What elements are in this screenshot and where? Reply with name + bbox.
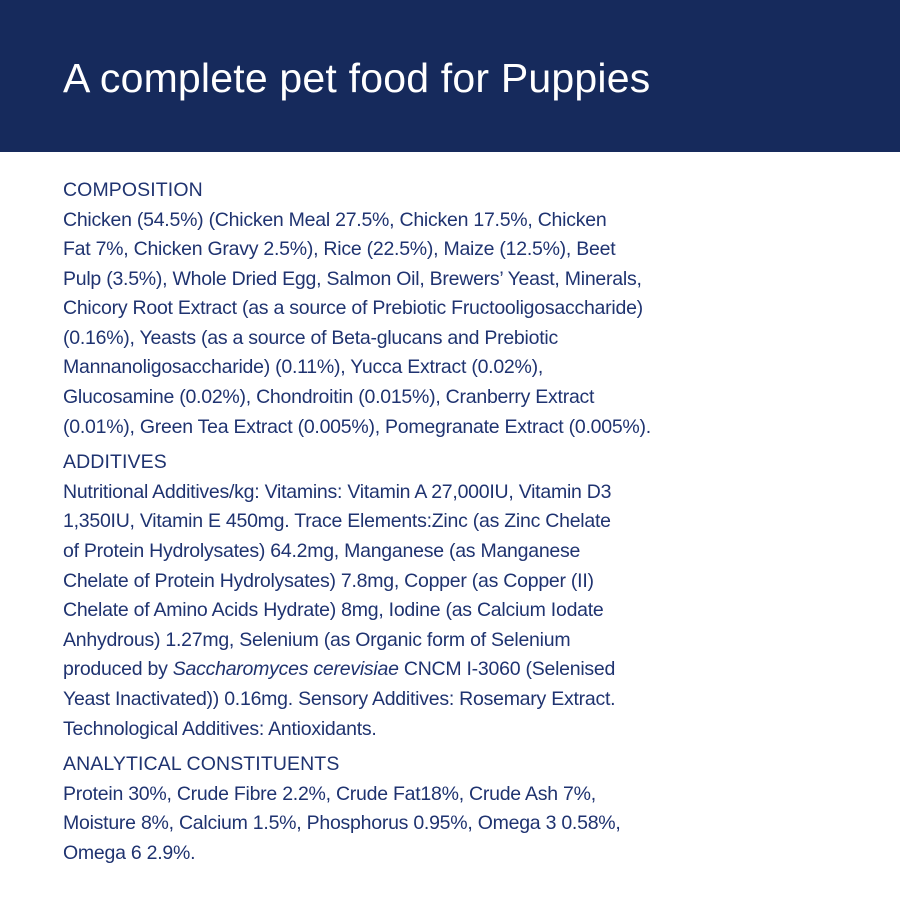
additives-line: Chelate of Protein Hydrolysates) 7.8mg, …: [63, 569, 594, 592]
composition-text: Chicken (54.5%) (Chicken Meal 27.5%, Chi…: [63, 206, 763, 443]
additives-line: of Protein Hydrolysates) 64.2mg, Mangane…: [63, 539, 581, 562]
composition-line: Chicory Root Extract (as a source of Pre…: [63, 297, 643, 320]
composition-line: Pulp (3.5%), Whole Dried Egg, Salmon Oil…: [63, 267, 642, 290]
additives-section: ADDITIVES Nutritional Additives/kg: Vita…: [63, 448, 763, 744]
composition-line: (0.16%), Yeasts (as a source of Beta-glu…: [63, 326, 558, 349]
composition-section: COMPOSITION Chicken (54.5%) (Chicken Mea…: [63, 176, 763, 442]
additives-line: produced by Saccharomyces cerevisiae CNC…: [63, 655, 763, 685]
ingredient-panel: COMPOSITION Chicken (54.5%) (Chicken Mea…: [63, 176, 763, 874]
additives-line: Chelate of Amino Acids Hydrate) 8mg, Iod…: [63, 599, 604, 622]
additives-line-start: produced by: [63, 658, 173, 681]
additives-line: 1,350IU, Vitamin E 450mg. Trace Elements…: [63, 510, 611, 533]
additives-line: Nutritional Additives/kg: Vitamins: Vita…: [63, 480, 612, 503]
page-title: A complete pet food for Puppies: [63, 55, 651, 101]
analytical-section: ANALYTICAL CONSTITUENTS Protein 30%, Cru…: [63, 750, 763, 868]
additives-line: Anhydrous) 1.27mg, Selenium (as Organic …: [63, 628, 571, 651]
composition-line: Chicken (54.5%) (Chicken Meal 27.5%, Chi…: [63, 208, 607, 231]
analytical-text: Protein 30%, Crude Fibre 2.2%, Crude Fat…: [63, 780, 763, 869]
header-banner: A complete pet food for Puppies: [0, 0, 900, 152]
composition-line: (0.01%), Green Tea Extract (0.005%), Pom…: [63, 415, 651, 438]
species-name: Saccharomyces cerevisiae: [172, 658, 399, 681]
additives-line: Technological Additives: Antioxidants.: [63, 717, 377, 740]
analytical-line: Moisture 8%, Calcium 1.5%, Phosphorus 0.…: [63, 812, 621, 835]
analytical-heading: ANALYTICAL CONSTITUENTS: [63, 753, 340, 776]
additives-text: Nutritional Additives/kg: Vitamins: Vita…: [63, 478, 763, 744]
additives-line-end: CNCM I-3060 (Selenised: [398, 658, 616, 681]
analytical-line: Protein 30%, Crude Fibre 2.2%, Crude Fat…: [63, 782, 596, 805]
composition-line: Glucosamine (0.02%), Chondroitin (0.015%…: [63, 386, 595, 409]
additives-heading: ADDITIVES: [63, 451, 167, 474]
composition-line: Fat 7%, Chicken Gravy 2.5%), Rice (22.5%…: [63, 238, 616, 261]
additives-line: Yeast Inactivated)) 0.16mg. Sensory Addi…: [63, 687, 616, 710]
composition-heading: COMPOSITION: [63, 179, 203, 201]
composition-line: Mannanoligosaccharide) (0.11%), Yucca Ex…: [63, 356, 544, 379]
analytical-line: Omega 6 2.9%.: [63, 841, 196, 864]
